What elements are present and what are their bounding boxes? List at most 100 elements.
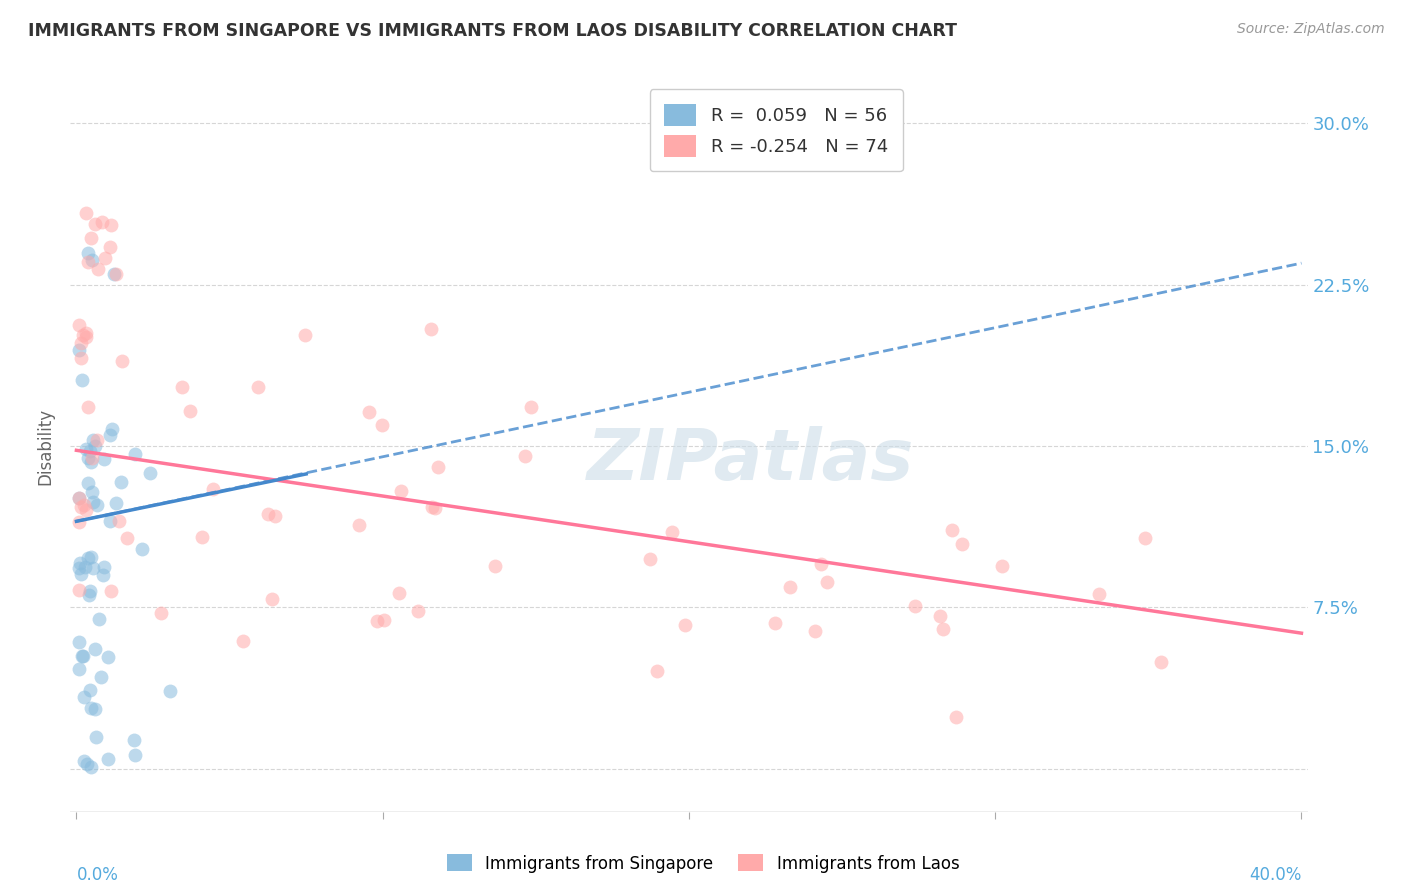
Point [191,530,214,544]
Point [101,422,124,436]
Point [131,542,153,557]
Point [80,230,103,244]
Point [513,449,536,463]
Point [179,404,201,418]
Point [661,525,683,540]
Point [82,495,104,509]
Point [139,466,162,480]
Point [69,583,91,598]
Point [100,218,122,232]
Point [779,580,801,594]
Point [94,251,117,265]
Point [389,484,412,499]
Point [69,561,91,575]
Point [108,515,131,529]
Point [75,206,97,220]
Text: ZIPatlas: ZIPatlas [588,426,914,495]
Point [366,614,388,628]
Point [347,518,370,533]
Point [79,444,101,458]
Point [69,491,91,505]
Point [83,642,105,657]
Point [359,404,381,418]
Point [373,613,395,627]
Point [945,710,967,724]
Point [69,556,91,570]
Point [406,604,429,618]
Point [932,622,955,636]
Point [110,475,132,490]
Point [260,592,283,607]
Point [70,500,93,514]
Point [420,500,443,514]
Point [72,328,94,343]
Point [69,515,91,529]
Point [264,508,287,523]
Point [803,624,825,638]
Point [76,551,98,566]
Point [75,503,97,517]
Point [69,634,91,648]
Point [257,508,280,522]
Point [93,560,115,574]
Point [86,498,108,512]
Point [86,262,108,277]
Point [763,615,786,630]
Point [91,567,114,582]
Point [69,343,91,358]
Point [124,732,146,747]
Point [87,612,110,626]
Point [75,326,97,340]
Point [76,246,98,260]
Point [90,214,112,228]
Point [69,351,91,365]
Point [83,439,105,453]
Point [1088,587,1111,601]
Point [76,450,98,465]
Point [371,418,394,433]
Point [484,559,506,574]
Legend: Immigrants from Singapore, Immigrants from Laos: Immigrants from Singapore, Immigrants fr… [440,847,966,880]
Point [82,560,104,574]
Point [77,476,100,491]
Point [76,756,98,771]
Legend: R =  0.059   N = 56, R = -0.254   N = 74: R = 0.059 N = 56, R = -0.254 N = 74 [650,89,903,171]
Point [124,447,146,461]
Point [1150,655,1173,669]
Point [904,599,927,613]
Point [80,485,103,500]
Point [100,584,122,599]
Point [70,335,93,350]
Point [75,329,97,343]
Point [810,558,832,572]
Point [90,670,112,684]
Point [79,683,101,698]
Point [941,523,963,537]
Point [172,380,194,394]
Point [72,498,94,512]
Point [75,442,97,456]
Point [645,664,668,678]
Point [104,267,127,281]
Point [294,328,316,343]
Point [80,451,103,466]
Point [69,662,91,676]
Point [77,255,100,269]
Point [98,239,121,253]
Point [673,618,696,632]
Point [69,491,91,505]
Point [202,482,225,496]
Point [83,217,105,231]
Point [73,560,96,574]
Point [73,754,96,768]
Point [80,549,103,564]
Point [70,566,93,581]
Point [86,434,108,448]
Point [82,253,104,268]
Point [388,586,411,600]
Point [928,608,950,623]
Point [950,537,973,551]
Point [103,267,125,281]
Point [84,730,107,744]
Point [232,634,254,648]
